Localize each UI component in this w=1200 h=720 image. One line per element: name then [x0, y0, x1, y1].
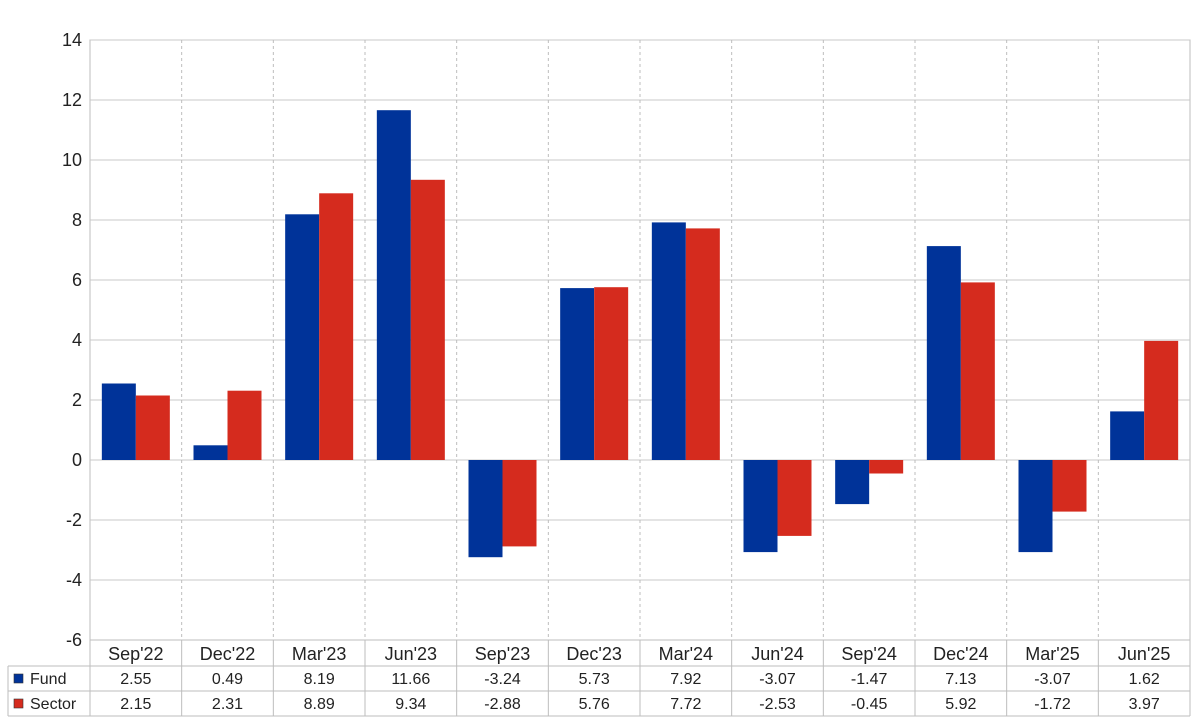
bar-fund-1	[193, 445, 228, 460]
x-tick-label: Jun'23	[385, 644, 437, 664]
x-tick-label: Jun'25	[1118, 644, 1170, 664]
data-label: -3.07	[1034, 671, 1071, 688]
legend-label-sector: Sector	[30, 696, 77, 713]
legend-label-fund: Fund	[30, 671, 66, 688]
data-label: 2.15	[120, 696, 151, 713]
x-tick-label: Dec'22	[200, 644, 255, 664]
data-label: -0.45	[851, 696, 888, 713]
data-label: 3.97	[1129, 696, 1160, 713]
data-label: 11.66	[391, 671, 430, 688]
y-tick-label: 6	[72, 270, 82, 290]
data-label: -3.24	[484, 671, 521, 688]
bar-sector-1	[227, 390, 262, 460]
legend-swatch-sector	[13, 698, 24, 709]
bar-fund-10	[1018, 460, 1053, 553]
data-label: 8.19	[304, 671, 335, 688]
bar-fund-5	[560, 288, 595, 460]
bar-sector-10	[1052, 460, 1087, 512]
x-tick-label: Mar'24	[659, 644, 713, 664]
y-tick-label: 0	[72, 450, 82, 470]
y-tick-label: 12	[62, 90, 82, 110]
y-tick-label: 2	[72, 390, 82, 410]
x-tick-label: Dec'23	[566, 644, 621, 664]
data-label: 7.13	[945, 671, 976, 688]
bar-sector-2	[319, 193, 354, 461]
y-tick-label: 4	[72, 330, 82, 350]
y-tick-label: 10	[62, 150, 82, 170]
data-label: 2.31	[212, 696, 243, 713]
bar-fund-4	[468, 460, 503, 558]
bar-fund-6	[651, 222, 686, 460]
x-tick-label: Dec'24	[933, 644, 988, 664]
data-label: 1.62	[1129, 671, 1160, 688]
data-label: 0.49	[212, 671, 243, 688]
x-tick-label: Sep'22	[108, 644, 164, 664]
data-label: 5.92	[945, 696, 976, 713]
bar-sector-9	[960, 282, 995, 460]
bar-sector-0	[135, 395, 170, 460]
bar-sector-6	[685, 228, 720, 460]
bar-fund-2	[285, 214, 320, 460]
data-label: 5.73	[579, 671, 610, 688]
bar-fund-0	[101, 383, 136, 460]
bar-sector-11	[1144, 340, 1179, 460]
bar-sector-5	[594, 287, 629, 460]
bar-sector-8	[869, 460, 904, 474]
bar-fund-7	[743, 460, 778, 553]
x-tick-label: Sep'24	[841, 644, 897, 664]
data-label: -3.07	[759, 671, 796, 688]
x-tick-label: Jun'24	[751, 644, 803, 664]
y-tick-label: -6	[66, 630, 82, 650]
y-tick-label: -2	[66, 510, 82, 530]
x-tick-label: Sep'23	[475, 644, 531, 664]
data-label: 9.34	[395, 696, 426, 713]
data-label: 5.76	[579, 696, 610, 713]
data-label: 2.55	[120, 671, 151, 688]
data-label: -1.72	[1034, 696, 1071, 713]
x-tick-label: Mar'25	[1025, 644, 1079, 664]
bar-sector-3	[410, 179, 445, 461]
bar-sector-4	[502, 460, 537, 547]
data-label: 7.92	[670, 671, 701, 688]
bar-sector-7	[777, 460, 812, 536]
bar-fund-11	[1110, 411, 1145, 460]
legend-swatch-fund	[13, 673, 24, 684]
data-label: -2.88	[484, 696, 521, 713]
y-tick-label: 8	[72, 210, 82, 230]
bar-fund-8	[835, 460, 870, 505]
data-label: 7.72	[670, 696, 701, 713]
data-label: 8.89	[304, 696, 335, 713]
y-tick-label: 14	[62, 30, 82, 50]
bar-fund-3	[376, 110, 411, 460]
x-tick-label: Mar'23	[292, 644, 346, 664]
y-tick-label: -4	[66, 570, 82, 590]
data-label: -1.47	[851, 671, 888, 688]
data-label: -2.53	[759, 696, 796, 713]
bar-fund-9	[926, 246, 961, 460]
